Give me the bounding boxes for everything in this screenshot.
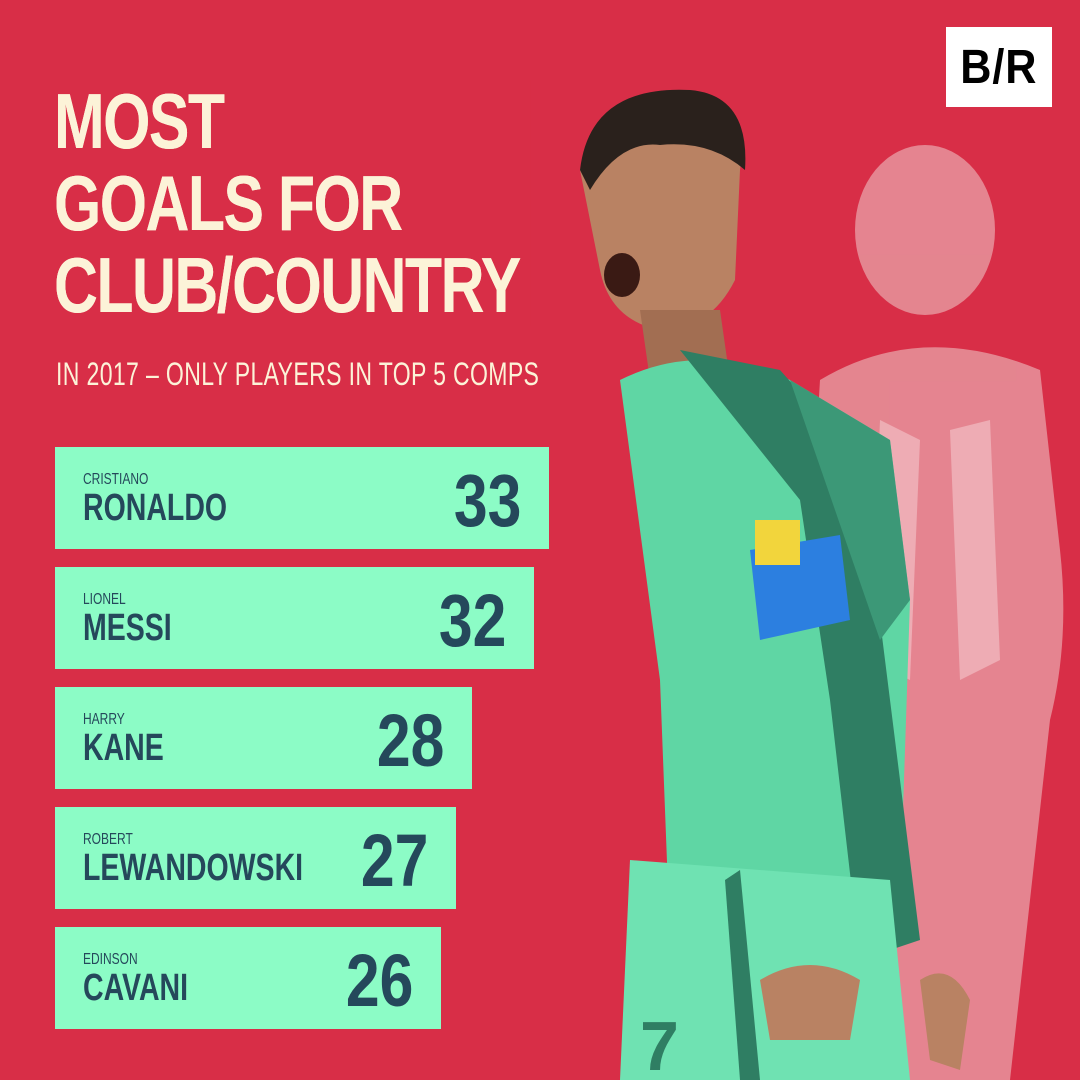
page-title: MOST GOALS FOR CLUB/COUNTRY [54,80,531,326]
goals-value: 28 [376,699,444,782]
bar-messi: LIONEL MESSI 32 [55,567,534,669]
title-line-2: GOALS FOR [54,162,531,244]
player-first-name: CRISTIANO [83,471,149,488]
bar-kane: HARRY KANE 28 [55,687,472,789]
player-last-name: MESSI [83,607,172,649]
goals-value: 27 [360,819,428,902]
player-first-name: EDINSON [83,951,138,968]
subtitle: IN 2017 – ONLY PLAYERS IN TOP 5 COMPS [56,356,540,392]
goals-value: 32 [438,579,506,662]
goals-value: 33 [453,459,521,542]
player-last-name: KANE [83,727,164,769]
logo-text: B/R [960,40,1038,94]
bar-ronaldo: CRISTIANO RONALDO 33 [55,447,549,549]
goals-value: 26 [345,939,413,1022]
bar-lewandowski: ROBERT LEWANDOWSKI 27 [55,807,456,909]
player-last-name: LEWANDOWSKI [83,847,304,889]
bleacher-report-logo: B/R [946,27,1052,107]
player-last-name: RONALDO [83,487,228,529]
title-line-1: MOST [54,80,531,162]
bar-cavani: EDINSON CAVANI 26 [55,927,441,1029]
title-line-3: CLUB/COUNTRY [54,244,531,326]
player-first-name: ROBERT [83,831,133,848]
player-last-name: CAVANI [83,967,189,1009]
svg-text:7: 7 [640,1007,679,1080]
player-first-name: HARRY [83,711,125,728]
player-first-name: LIONEL [83,591,126,608]
ronaldo-photo: 7 [580,89,970,1080]
